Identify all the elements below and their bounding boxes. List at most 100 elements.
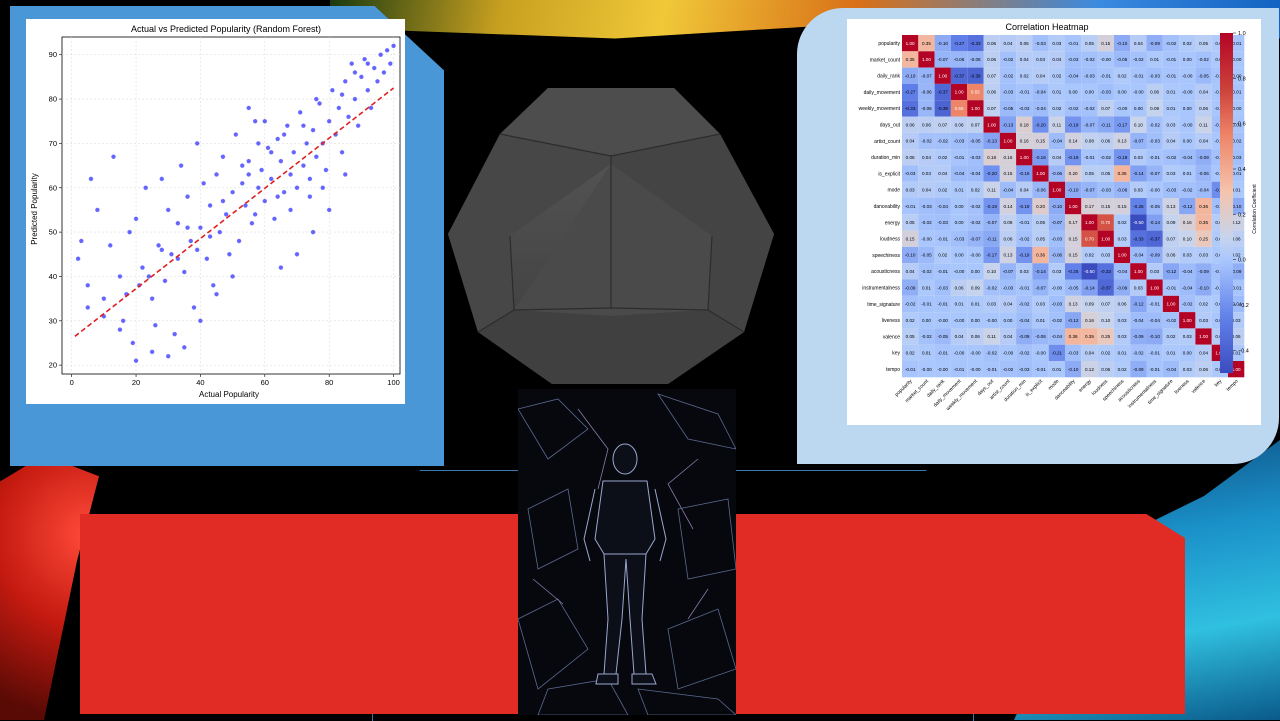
heatmap-cell-label: 0.06 xyxy=(1232,334,1241,339)
data-point xyxy=(198,225,203,230)
heatmap-cell xyxy=(1016,279,1033,296)
heatmap-cell xyxy=(918,165,935,182)
data-point xyxy=(230,189,235,195)
heatmap-cell-label: -0.01 xyxy=(905,204,916,209)
heatmap-cell-label: 0.15 xyxy=(1003,171,1012,176)
heatmap-cell xyxy=(1195,214,1212,231)
heatmap-cell xyxy=(1016,67,1033,84)
heatmap-cell xyxy=(1048,132,1065,150)
heatmap-cell-label: -0.03 xyxy=(1084,73,1095,78)
heatmap-cell xyxy=(983,214,1000,231)
heatmap-cell xyxy=(1130,100,1147,117)
y-tick-label: 20 xyxy=(49,361,57,370)
heatmap-cell xyxy=(1146,295,1163,313)
row-label: daily_movement xyxy=(864,90,901,96)
heatmap-cell xyxy=(1097,165,1114,182)
heatmap-cell-label: 0.03 xyxy=(1134,155,1143,160)
heatmap-cell-label: -0.16 xyxy=(1019,171,1030,176)
heatmap-cell-label: -0.10 xyxy=(1052,204,1063,209)
heatmap-cell xyxy=(1097,344,1114,361)
heatmap-cell-label: -0.03 xyxy=(1166,187,1177,192)
heatmap-cell xyxy=(1146,67,1163,84)
heatmap-cell xyxy=(1113,230,1131,247)
x-tick-label: 80 xyxy=(325,378,333,387)
row-label: acousticness xyxy=(871,269,900,275)
heatmap-cell-label: -0.02 xyxy=(970,204,981,209)
heatmap-cell xyxy=(1146,230,1163,247)
heatmap-cell xyxy=(950,116,968,133)
heatmap-cell-label: -0.01 xyxy=(938,302,949,307)
heatmap-cell-label: 1.00 xyxy=(1020,155,1029,160)
heatmap-chart[interactable]: Correlation Heatmap Correlation Coeffici… xyxy=(847,19,1261,425)
row-label: weekly_movement xyxy=(859,106,901,112)
heatmap-cell-label: -0.04 xyxy=(1133,253,1144,258)
heatmap-cell xyxy=(918,214,935,231)
heatmap-cell xyxy=(1016,230,1033,247)
heatmap-cell xyxy=(1081,132,1098,150)
heatmap-cell-label: 0.02 xyxy=(906,318,915,323)
heatmap-cell xyxy=(902,361,919,378)
heatmap-cell-label: -0.21 xyxy=(1052,350,1063,355)
heatmap-cell xyxy=(1065,51,1082,68)
heatmap-cell xyxy=(1065,361,1082,378)
heatmap-cell xyxy=(934,295,951,313)
heatmap-cell xyxy=(1065,246,1082,264)
heatmap-cell xyxy=(1016,35,1033,52)
heatmap-cell xyxy=(902,246,919,264)
heatmap-cell xyxy=(983,279,1000,296)
data-point xyxy=(85,283,91,288)
heatmap-cell xyxy=(1048,246,1065,264)
heatmap-cell-label: -0.12 xyxy=(1133,302,1144,307)
heatmap-cell-label: -0.07 xyxy=(986,220,997,225)
heatmap-cell-label: -0.02 xyxy=(1182,302,1193,307)
heatmap-cell xyxy=(1097,295,1114,313)
data-point xyxy=(149,296,155,301)
heatmap-cell xyxy=(1048,344,1065,361)
heatmap-cell xyxy=(983,344,1000,361)
heatmap-cell xyxy=(999,328,1017,345)
chart-title: Actual vs Predicted Popularity (Random F… xyxy=(131,24,321,34)
heatmap-cell xyxy=(934,230,951,247)
heatmap-cell-label: -0.37 xyxy=(954,73,965,78)
data-point xyxy=(211,283,216,288)
heatmap-cell xyxy=(1162,35,1180,52)
data-point xyxy=(368,105,374,111)
colorbar-label: Correlation Coefficient xyxy=(1252,184,1258,234)
heatmap-cell-label: -0.01 xyxy=(1149,302,1160,307)
heatmap-cell-label: -0.02 xyxy=(1003,57,1014,62)
heatmap-cell xyxy=(999,51,1017,68)
data-point xyxy=(101,296,107,301)
heatmap-cell xyxy=(983,295,1000,313)
heatmap-cell-label: 0.01 xyxy=(1166,350,1175,355)
heatmap-cell xyxy=(1195,312,1212,329)
row-label: artist_count xyxy=(874,139,900,145)
heatmap-cell-label: -0.01 xyxy=(1149,350,1160,355)
data-point xyxy=(182,269,187,275)
data-point xyxy=(252,212,258,217)
heatmap-cell-label: -0.14 xyxy=(1133,171,1144,176)
heatmap-cell xyxy=(1195,246,1212,264)
heatmap-cell-label: 0.15 xyxy=(1036,139,1045,144)
heatmap-cell-label: 0.05 xyxy=(1085,41,1094,46)
heatmap-cell-label: 0.03 xyxy=(987,302,996,307)
heatmap-cell-label: -0.04 xyxy=(938,204,949,209)
row-label: valence xyxy=(883,334,900,340)
heatmap-cell xyxy=(1097,263,1114,280)
data-point xyxy=(256,185,261,191)
data-point xyxy=(185,194,190,199)
colorbar xyxy=(1220,33,1233,373)
data-point xyxy=(246,172,251,177)
heatmap-cell xyxy=(1113,214,1131,231)
column-label: mode xyxy=(1047,378,1060,391)
heatmap-cell xyxy=(999,100,1017,117)
heatmap-cell-label: 0.01 xyxy=(1232,187,1241,192)
scatter-chart[interactable]: Actual vs Predicted Popularity (Random F… xyxy=(26,19,405,404)
heatmap-cell xyxy=(1130,328,1147,345)
heatmap-cell xyxy=(1097,361,1114,378)
heatmap-cell-label: -0.05 xyxy=(1068,285,1079,290)
heatmap-cell xyxy=(950,132,968,150)
heatmap-cell xyxy=(934,116,951,133)
heatmap-cell xyxy=(950,230,968,247)
heatmap-cell xyxy=(1179,328,1196,345)
heatmap-cell-label: 0.04 xyxy=(1003,302,1012,307)
